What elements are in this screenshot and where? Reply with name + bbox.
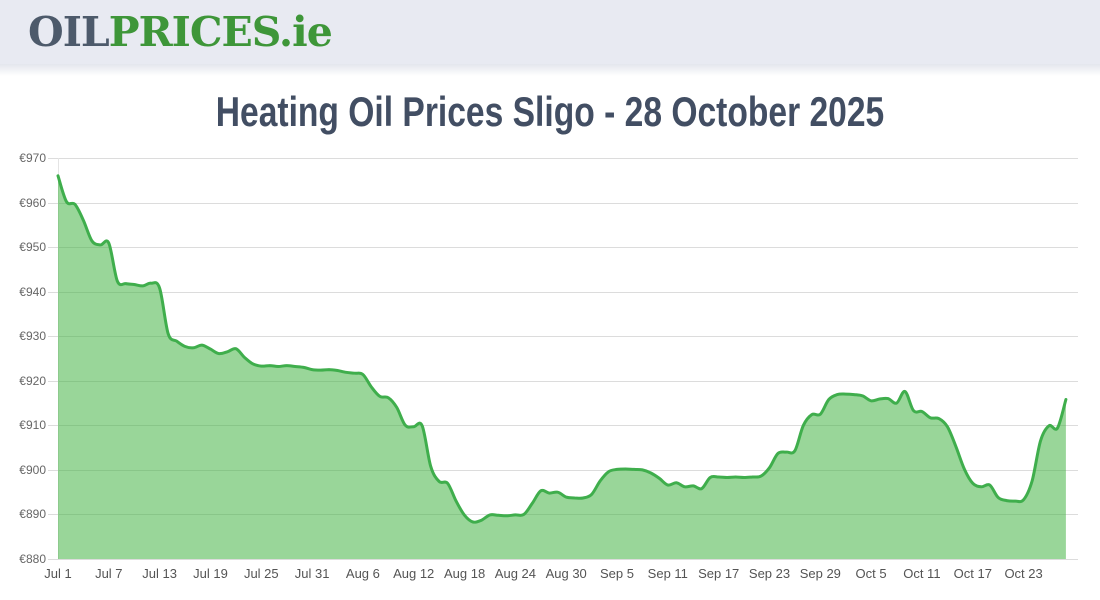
x-axis-label-jul-19: Jul 19 (193, 566, 228, 581)
y-axis-label-880: €880 (19, 552, 46, 566)
logo-text-oil: OIL (28, 7, 110, 56)
gridline-880 (48, 559, 1078, 560)
site-logo[interactable]: OILPRICES.ie (28, 11, 333, 53)
x-axis-label-sep-17: Sep 17 (698, 566, 740, 581)
price-area-fill (58, 175, 1066, 560)
x-axis-label-sep-5: Sep 5 (600, 566, 634, 581)
x-axis-label-jul-13: Jul 13 (142, 566, 177, 581)
x-axis-label-oct-5: Oct 5 (855, 566, 887, 581)
gridline-910 (48, 425, 1078, 427)
y-axis-label-910: €910 (19, 418, 46, 433)
y-axis-label-900: €900 (19, 462, 46, 477)
x-axis-label-oct-11: Oct 11 (903, 566, 941, 581)
gridline-950 (48, 247, 1078, 249)
y-axis-label-960: €960 (19, 195, 46, 210)
x-axis-label-aug-24: Aug 24 (494, 566, 536, 581)
x-axis-label-aug-6: Aug 6 (345, 566, 380, 581)
y-axis-label-890: €890 (19, 507, 46, 522)
gridline-960 (48, 202, 1078, 204)
x-axis-label-aug-18: Aug 18 (443, 566, 486, 581)
x-axis-label-oct-17: Oct 17 (953, 566, 992, 581)
y-axis-label-950: €950 (19, 240, 46, 255)
logo-text-prices: PRICES (108, 7, 280, 56)
page-title: Heating Oil Prices Sligo - 28 October 20… (215, 88, 885, 135)
x-axis-label-jul-25: Jul 25 (243, 566, 279, 581)
y-axis-label-920: €920 (19, 373, 46, 388)
x-axis-label-oct-23: Oct 23 (1004, 566, 1043, 581)
y-axis-label-970: €970 (19, 151, 46, 165)
y-axis-label-930: €930 (19, 329, 46, 344)
x-axis-label-sep-29: Sep 29 (799, 566, 841, 581)
x-axis-label-jul-7: Jul 7 (95, 566, 123, 581)
gridline-930 (48, 336, 1078, 338)
x-axis-label-jul-31: Jul 31 (294, 566, 330, 581)
x-axis-label-aug-30: Aug 30 (545, 566, 587, 581)
x-axis-label-sep-11: Sep 11 (647, 566, 688, 581)
gridline-920 (48, 380, 1078, 382)
price-series-plot[interactable] (56, 158, 1078, 560)
logo-text-ie: .ie (278, 7, 333, 56)
x-axis-label-jul-1: Jul 1 (44, 566, 72, 581)
y-axis-label-940: €940 (19, 284, 46, 299)
gridline-970 (48, 158, 1078, 159)
price-line (56, 174, 1068, 524)
site-header: OILPRICES.ie (0, 0, 1100, 76)
x-axis-label-sep-23: Sep 23 (748, 566, 791, 581)
x-axis-label-aug-12: Aug 12 (393, 566, 435, 581)
heating-oil-price-chart: €880 €890 €900 €910 €920 €930 €940 €950 €960 €970… (0, 150, 1100, 600)
gridline-940 (48, 291, 1078, 293)
gridline-900 (48, 469, 1078, 471)
